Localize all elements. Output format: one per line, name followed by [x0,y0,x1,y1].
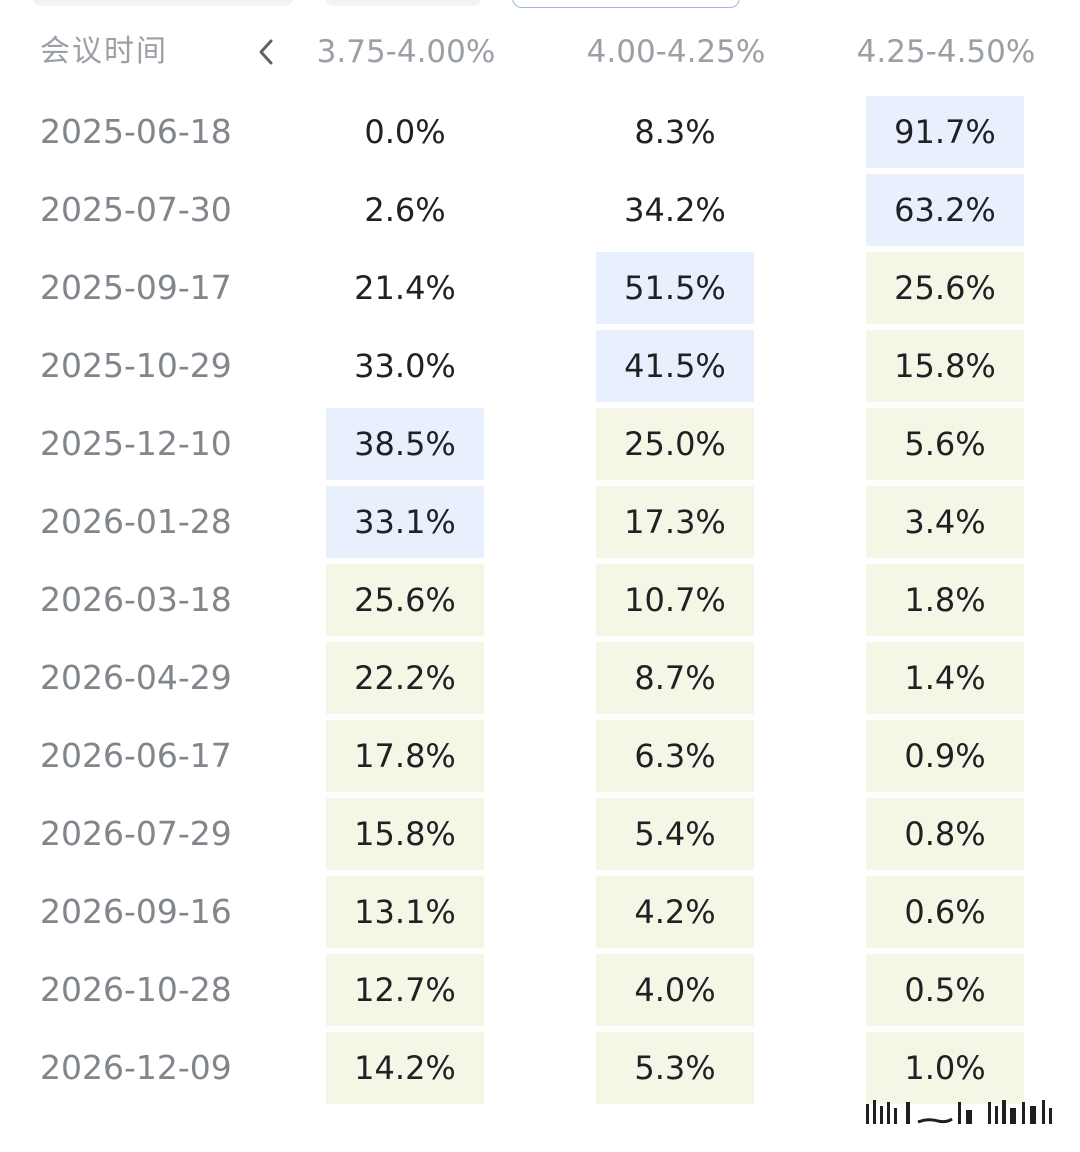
meeting-date-cell: 2026-10-28 [40,970,232,1009]
top-tab-2[interactable] [324,0,482,6]
chevron-left-icon[interactable] [252,36,280,68]
meeting-date-cell: 2025-12-10 [40,424,232,463]
top-tab-1[interactable] [32,0,294,6]
probability-cell: 1.8% [866,564,1024,636]
table-row: 2025-12-10 38.5% 25.0% 5.6% [0,408,1080,486]
table-row: 2026-01-28 33.1% 17.3% 3.4% [0,486,1080,564]
table-row: 2025-09-17 21.4% 51.5% 25.6% [0,252,1080,330]
probability-cell: 33.0% [354,347,456,385]
probability-cell: 5.4% [596,798,754,870]
table-row: 2025-07-30 2.6% 34.2% 63.2% [0,174,1080,252]
probability-cell: 15.8% [326,798,484,870]
probability-cell: 25.0% [596,408,754,480]
probability-table: 2025-06-18 0.0% 8.3% 91.7% 2025-07-30 2.6% 34.… [0,96,1080,1110]
probability-cell: 13.1% [326,876,484,948]
probability-cell: 3.4% [866,486,1024,558]
probability-cell: 6.3% [596,720,754,792]
probability-cell: 15.8% [866,330,1024,402]
table-row: 2026-06-17 17.8% 6.3% 0.9% [0,720,1080,798]
probability-cell: 63.2% [866,174,1024,246]
meeting-date-cell: 2026-09-16 [40,892,232,931]
probability-cell: 25.6% [866,252,1024,324]
table-row: 2025-10-29 33.0% 41.5% 15.8% [0,330,1080,408]
probability-cell: 4.0% [596,954,754,1026]
probability-cell: 34.2% [624,191,726,229]
probability-cell: 25.6% [326,564,484,636]
probability-cell: 5.6% [866,408,1024,480]
probability-cell: 41.5% [596,330,754,402]
probability-cell: 91.7% [866,96,1024,168]
rate-column-header: 4.25-4.50% [856,34,1036,70]
meeting-date-cell: 2026-03-18 [40,580,232,619]
meeting-date-cell: 2025-07-30 [40,190,232,229]
probability-cell: 21.4% [354,269,456,307]
table-row: 2026-07-29 15.8% 5.4% 0.8% [0,798,1080,876]
probability-cell: 33.1% [326,486,484,558]
table-row: 2026-03-18 25.6% 10.7% 1.8% [0,564,1080,642]
probability-cell: 14.2% [326,1032,484,1104]
probability-cell: 22.2% [326,642,484,714]
probability-cell: 0.0% [364,113,446,151]
probability-cell: 2.6% [364,191,446,229]
rate-column-header: 4.00-4.25% [586,34,766,70]
probability-cell: 4.2% [596,876,754,948]
probability-cell: 5.3% [596,1032,754,1104]
meeting-date-cell: 2025-09-17 [40,268,232,307]
top-tab-3-selected[interactable] [512,0,740,8]
meeting-date-cell: 2026-07-29 [40,814,232,853]
rate-column-header: 3.75-4.00% [316,34,496,70]
probability-cell: 0.5% [866,954,1024,1026]
probability-cell: 0.6% [866,876,1024,948]
probability-cell: 51.5% [596,252,754,324]
probability-cell: 1.4% [866,642,1024,714]
table-row: 2026-04-29 22.2% 8.7% 1.4% [0,642,1080,720]
probability-cell: 17.8% [326,720,484,792]
table-header: 会议时间 3.75-4.00% 4.00-4.25% 4.25-4.50% [0,18,1080,84]
meeting-date-cell: 2025-10-29 [40,346,232,385]
table-row: 2026-12-09 14.2% 5.3% 1.0% [0,1032,1080,1110]
meeting-date-header: 会议时间 [40,34,168,69]
meeting-date-cell: 2026-01-28 [40,502,232,541]
probability-cell: 17.3% [596,486,754,558]
meeting-date-cell: 2026-12-09 [40,1048,232,1087]
probability-cell: 12.7% [326,954,484,1026]
table-row: 2026-09-16 13.1% 4.2% 0.6% [0,876,1080,954]
probability-cell: 0.8% [866,798,1024,870]
probability-cell: 8.3% [634,113,716,151]
probability-cell: 8.7% [596,642,754,714]
probability-cell: 0.9% [866,720,1024,792]
meeting-date-cell: 2026-06-17 [40,736,232,775]
meeting-date-cell: 2026-04-29 [40,658,232,697]
watermark-signature [862,1096,1062,1130]
table-row: 2025-06-18 0.0% 8.3% 91.7% [0,96,1080,174]
probability-cell: 1.0% [866,1032,1024,1104]
table-row: 2026-10-28 12.7% 4.0% 0.5% [0,954,1080,1032]
probability-cell: 38.5% [326,408,484,480]
meeting-date-cell: 2025-06-18 [40,112,232,151]
probability-cell: 10.7% [596,564,754,636]
